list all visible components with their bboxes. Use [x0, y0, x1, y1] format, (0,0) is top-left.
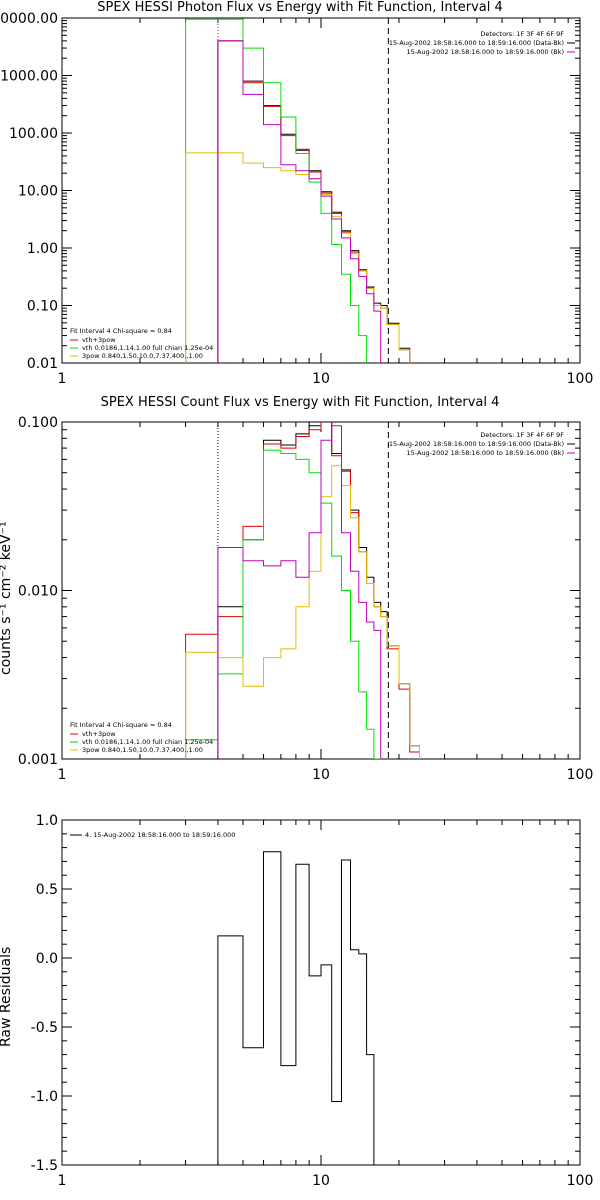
count-flux-chart: 1 10 100 0.001 0.010 0.100 Detectors: 1F 3F 4F… — [18, 415, 594, 783]
series-group — [185, 18, 411, 363]
y-tick-label: 0.100 — [18, 415, 58, 431]
y-tick-label: 0.10 — [27, 299, 58, 315]
header-text: 15-Aug-2002 18:58:16.000 to 18:59:16.000… — [389, 440, 564, 448]
header-text: 15-Aug-2002 18:58:16.000 to 18:59:16.000… — [389, 39, 564, 47]
y-tick-label: -0.5 — [31, 1020, 58, 1036]
series-line — [185, 18, 368, 363]
series-line — [217, 851, 382, 1165]
x-tick-label: 1 — [58, 767, 67, 783]
series-line — [185, 152, 411, 363]
y-tick-label: 0.0 — [36, 951, 58, 967]
header-text: 15-Aug-2002 18:58:16.000 to 18:59:16.000… — [407, 48, 564, 56]
y-tick-label: 100.00 — [9, 126, 58, 142]
legend-label: 3pow 0.840,1.50,10.0,7.37,400.,1.00 — [82, 352, 203, 360]
series-line — [217, 425, 382, 759]
x-tick-label: 1 — [58, 1173, 67, 1189]
series-group — [217, 851, 382, 1165]
header-text: 15-Aug-2002 18:58:16.000 to 18:59:16.000… — [407, 449, 564, 457]
x-tick-label: 100 — [567, 767, 594, 783]
y-tick-label: 10000.00 — [0, 11, 58, 27]
plot-frame — [61, 819, 581, 1166]
y-tick-label: 0.010 — [18, 584, 58, 600]
series-line — [217, 422, 420, 759]
legend-label: vth+3pow — [82, 336, 116, 344]
y-tick-label: 10.00 — [18, 184, 58, 200]
photon-flux-chart: 1 10 100 0.01 0.10 1.00 10.00 100.00 1000.00 1000… — [0, 11, 594, 387]
y-tick-label: 0.001 — [18, 752, 58, 768]
residuals-panel: Raw Residuals 1 10 100 -1.5 -1.0 -0.5 0.0 0.5 1.… — [0, 795, 600, 1200]
x-tick-label: 10 — [312, 371, 330, 387]
series-group — [185, 422, 420, 759]
series-line — [185, 449, 382, 759]
legend-label: vth+3pow — [82, 730, 116, 738]
y-tick-label: 1.0 — [36, 813, 58, 829]
legend-title: Fit Interval 4 Chi-square = 0.84 — [70, 327, 172, 335]
header-text: Detectors: 1F 3F 4F 6F 9F — [480, 431, 564, 439]
x-tick-label: 10 — [312, 1173, 330, 1189]
y-tick-label: -1.0 — [31, 1089, 58, 1105]
y-tick-label: 1.00 — [27, 241, 58, 257]
chart-title: SPEX HESSI Photon Flux vs Energy with Fi… — [97, 0, 503, 15]
series-line — [217, 40, 382, 363]
legend-title: Fit Interval 4 Chi-square = 0.84 — [70, 721, 172, 729]
x-tick-label: 1 — [58, 371, 67, 387]
photon-flux-panel: SPEX HESSI Photon Flux vs Energy with Fi… — [0, 0, 600, 390]
x-tick-label: 100 — [567, 371, 594, 387]
legend-label: vth 0.0186,1.14,1.00 full chian 1.25e-04 — [82, 344, 213, 352]
chart-title: SPEX HESSI Count Flux vs Energy with Fit… — [100, 395, 500, 410]
series-line — [185, 465, 420, 759]
y-tick-label: 0.01 — [27, 356, 58, 372]
y-tick-label: 0.5 — [36, 882, 58, 898]
x-tick-label: 100 — [567, 1173, 594, 1189]
series-line — [185, 422, 420, 759]
legend-label: vth 0.0186,1.14,1.00 full chian 1.25e-04 — [82, 738, 213, 746]
series-line — [217, 40, 411, 363]
x-tick-label: 10 — [312, 767, 330, 783]
y-tick-label: 1000.00 — [0, 69, 58, 85]
count-flux-panel: SPEX HESSI Count Flux vs Energy with Fit… — [0, 395, 600, 790]
header-text: Detectors: 1F 3F 4F 6F 9F — [480, 30, 564, 38]
legend-label: 4. 15-Aug-2002 18:58:16.000 to 18:59:16.… — [85, 831, 235, 839]
residuals-chart: 1 10 100 -1.5 -1.0 -0.5 0.0 0.5 1.0 4. 15-Aug-200… — [31, 813, 594, 1189]
y-tick-label: -1.5 — [31, 1158, 58, 1174]
legend-label: 3pow 0.840,1.50,10.0,7.37,400.,1.00 — [82, 746, 203, 754]
